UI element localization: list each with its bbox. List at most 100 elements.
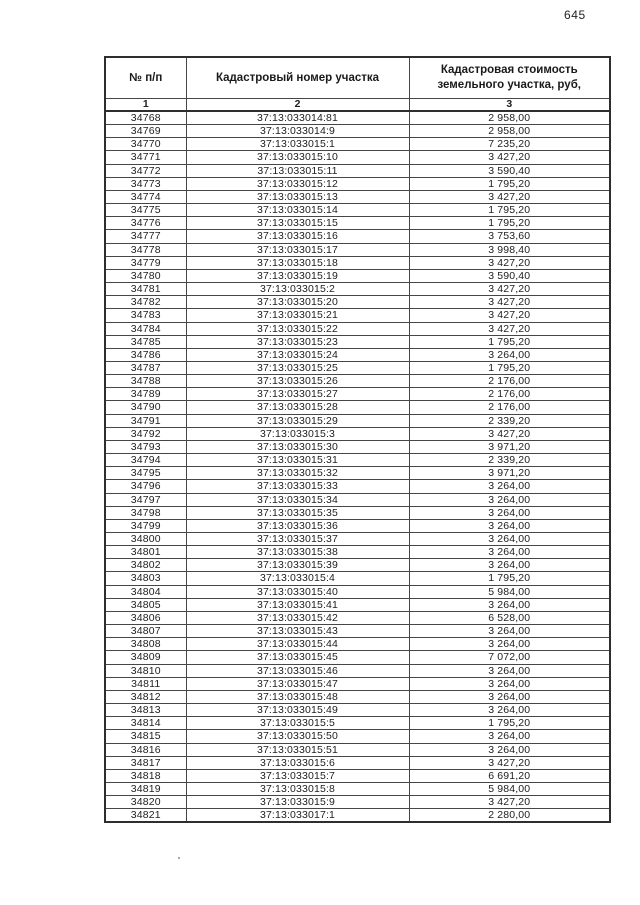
row-number: 34820 <box>104 795 187 810</box>
table-row: 34784 37:13:033015:22 3 427,20 <box>104 321 611 336</box>
row-number: 34788 <box>104 374 187 389</box>
cadastral-value: 3 427,20 <box>408 255 611 270</box>
table-row: 34775 37:13:033015:14 1 795,20 <box>104 203 611 218</box>
table-row: 34792 37:13:033015:3 3 427,20 <box>104 426 611 441</box>
table-body: 34768 37:13:033014:81 2 958,00 34769 37:13:0… <box>104 110 611 823</box>
row-number: 34816 <box>104 742 187 757</box>
cadastral-number: 37:13:033015:21 <box>185 308 410 323</box>
row-number: 34810 <box>104 663 187 678</box>
column-index-2: 2 <box>185 98 410 112</box>
cadastral-number: 37:13:033015:43 <box>185 624 410 639</box>
row-number: 34775 <box>104 203 187 218</box>
cadastral-number: 37:13:033015:7 <box>185 768 410 783</box>
row-number: 34768 <box>104 110 187 126</box>
cadastral-number: 37:13:033015:25 <box>185 360 410 376</box>
cadastral-value: 3 264,00 <box>408 531 611 547</box>
page-number: 645 <box>564 8 586 22</box>
row-number: 34819 <box>104 781 187 797</box>
cadastral-number: 37:13:033015:30 <box>185 439 410 455</box>
column-index-1: 1 <box>104 98 187 112</box>
cadastral-number: 37:13:033017:1 <box>185 808 410 823</box>
row-number: 34814 <box>104 716 187 731</box>
cadastral-number: 37:13:033015:19 <box>185 268 410 284</box>
cadastral-value: 3 264,00 <box>408 689 611 705</box>
cadastral-number: 37:13:033015:1 <box>185 137 410 152</box>
row-number: 34813 <box>104 703 187 718</box>
table-row: 34810 37:13:033015:46 3 264,00 <box>104 663 611 678</box>
row-number: 34799 <box>104 518 187 534</box>
cadastral-value: 3 427,20 <box>408 295 611 310</box>
row-number: 34805 <box>104 597 187 612</box>
row-number: 34792 <box>104 426 187 441</box>
cadastral-number: 37:13:033015:51 <box>185 742 410 757</box>
cadastral-number: 37:13:033015:45 <box>185 650 410 665</box>
cadastral-value: 2 176,00 <box>408 400 611 415</box>
table-row: 34777 37:13:033015:16 3 753,60 <box>104 229 611 244</box>
cadastral-number: 37:13:033015:26 <box>185 374 410 389</box>
row-number: 34785 <box>104 334 187 349</box>
cadastral-table: № п/п Кадастровый номер участка Кадастро… <box>104 56 611 824</box>
row-number: 34774 <box>104 189 187 205</box>
row-number: 34793 <box>104 439 187 455</box>
row-number: 34777 <box>104 229 187 244</box>
row-number: 34772 <box>104 163 187 178</box>
cadastral-number: 37:13:033015:4 <box>185 571 410 586</box>
table-row: 34770 37:13:033015:1 7 235,20 <box>104 137 611 152</box>
table-row: 34785 37:13:033015:23 1 795,20 <box>104 334 611 349</box>
table-row: 34776 37:13:033015:15 1 795,20 <box>104 216 611 231</box>
cadastral-value: 6 528,00 <box>408 610 611 626</box>
cadastral-value: 5 984,00 <box>408 781 611 797</box>
table-row: 34778 37:13:033015:17 3 998,40 <box>104 242 611 257</box>
column-index-row: 1 2 3 <box>104 98 611 112</box>
cadastral-number: 37:13:033015:47 <box>185 676 410 691</box>
cadastral-number: 37:13:033015:42 <box>185 610 410 626</box>
cadastral-number: 37:13:033015:37 <box>185 531 410 547</box>
table-row: 34797 37:13:033015:34 3 264,00 <box>104 492 611 507</box>
row-number: 34802 <box>104 558 187 573</box>
cadastral-value: 2 339,20 <box>408 413 611 428</box>
cadastral-value: 7 235,20 <box>408 137 611 152</box>
cadastral-value: 3 998,40 <box>408 242 611 257</box>
table-row: 34798 37:13:033015:35 3 264,00 <box>104 505 611 520</box>
row-number: 34782 <box>104 295 187 310</box>
cadastral-number: 37:13:033015:10 <box>185 150 410 165</box>
table-row: 34805 37:13:033015:41 3 264,00 <box>104 597 611 612</box>
cadastral-value: 3 264,00 <box>408 703 611 718</box>
cadastral-value: 3 264,00 <box>408 518 611 534</box>
cadastral-value: 3 264,00 <box>408 505 611 520</box>
cadastral-value: 3 590,40 <box>408 163 611 178</box>
cadastral-number: 37:13:033015:31 <box>185 453 410 468</box>
column-header-cadastral-value-label: Кадастровая стоимость земельного участка… <box>437 64 582 91</box>
column-header-cadastral-number: Кадастровый номер участка <box>185 56 410 99</box>
cadastral-number: 37:13:033015:12 <box>185 176 410 191</box>
table-row: 34813 37:13:033015:49 3 264,00 <box>104 703 611 718</box>
row-number: 34804 <box>104 584 187 599</box>
table-row: 34817 37:13:033015:6 3 427,20 <box>104 755 611 770</box>
cadastral-value: 1 795,20 <box>408 571 611 586</box>
row-number: 34784 <box>104 321 187 336</box>
row-number: 34800 <box>104 531 187 547</box>
table-row: 34793 37:13:033015:30 3 971,20 <box>104 439 611 455</box>
row-number: 34781 <box>104 282 187 297</box>
row-number: 34821 <box>104 808 187 823</box>
table-row: 34794 37:13:033015:31 2 339,20 <box>104 453 611 468</box>
row-number: 34811 <box>104 676 187 691</box>
cadastral-number: 37:13:033015:8 <box>185 781 410 797</box>
table-header-row: № п/п Кадастровый номер участка Кадастро… <box>104 56 611 99</box>
cadastral-value: 2 958,00 <box>408 110 611 126</box>
column-header-index: № п/п <box>104 56 187 99</box>
row-number: 34807 <box>104 624 187 639</box>
table-row: 34799 37:13:033015:36 3 264,00 <box>104 518 611 534</box>
row-number: 34789 <box>104 387 187 402</box>
table-row: 34808 37:13:033015:44 3 264,00 <box>104 637 611 652</box>
table-row: 34804 37:13:033015:40 5 984,00 <box>104 584 611 599</box>
cadastral-value: 2 339,20 <box>408 453 611 468</box>
cadastral-value: 3 427,20 <box>408 321 611 336</box>
cadastral-value: 3 427,20 <box>408 189 611 205</box>
column-header-cadastral-number-label: Кадастровый номер участка <box>215 71 380 84</box>
table-row: 34802 37:13:033015:39 3 264,00 <box>104 558 611 573</box>
cadastral-number: 37:13:033015:11 <box>185 163 410 178</box>
row-number: 34773 <box>104 176 187 191</box>
row-number: 34806 <box>104 610 187 626</box>
cadastral-value: 3 590,40 <box>408 268 611 284</box>
